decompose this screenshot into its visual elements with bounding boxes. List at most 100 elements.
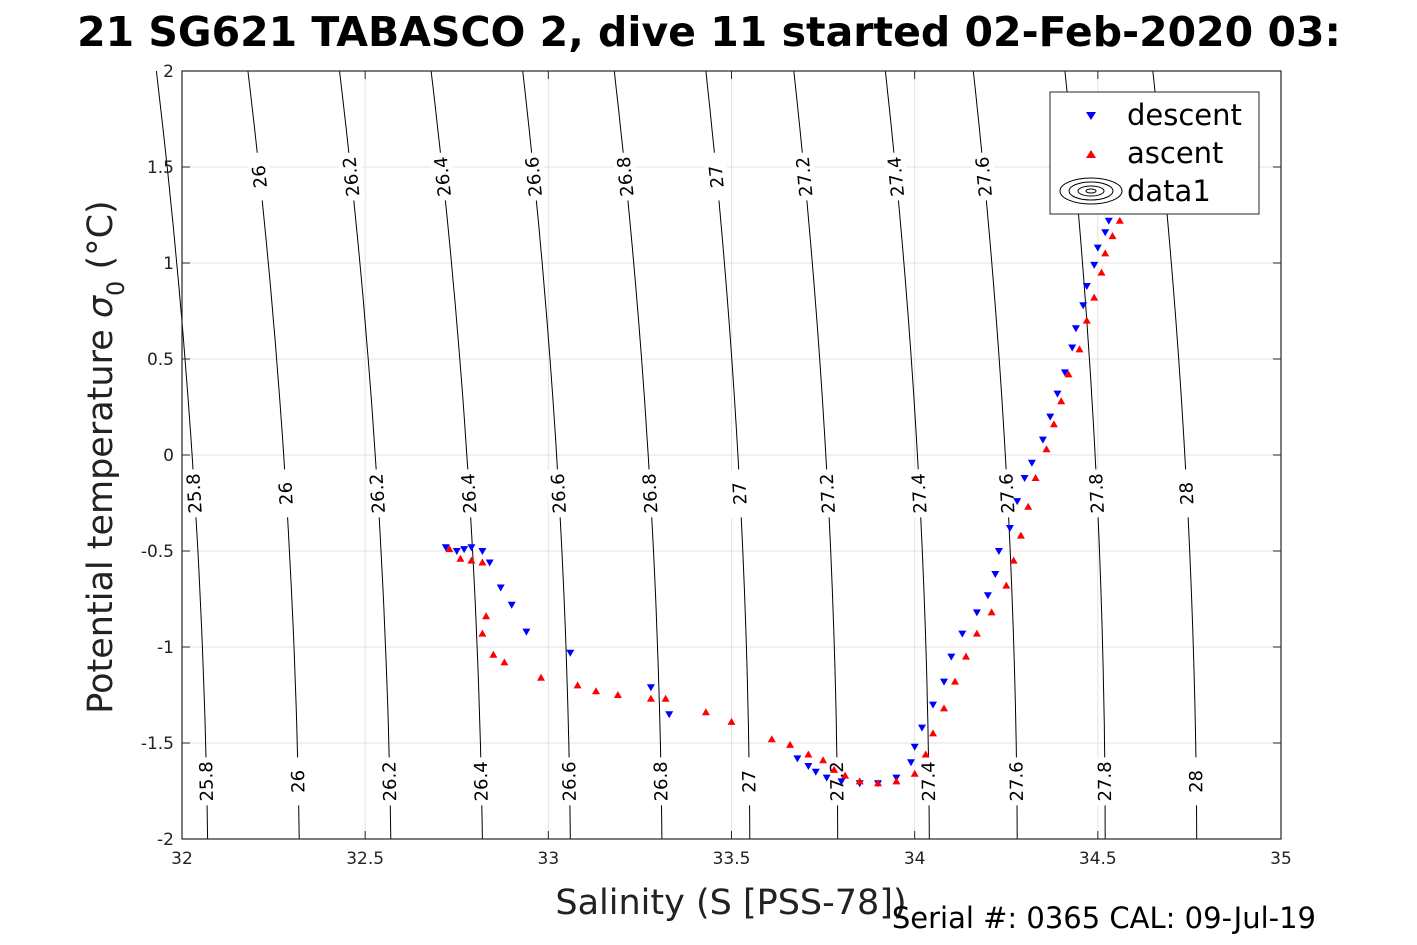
legend-ascent-label: ascent xyxy=(1127,136,1223,170)
isopycnal-label: 26.2 xyxy=(339,156,364,198)
isopycnal-label: 27.2 xyxy=(817,473,840,514)
ascent-point xyxy=(940,704,948,712)
descent-point xyxy=(1053,390,1062,398)
descent-point xyxy=(958,630,967,638)
isopycnal-label: 27.6 xyxy=(1006,761,1028,801)
ascent-point xyxy=(1108,232,1117,240)
ascent-point xyxy=(910,769,919,777)
isopycnal-label: 27 xyxy=(729,481,751,505)
ascent-point xyxy=(951,677,959,685)
descent-point xyxy=(1038,436,1047,444)
ascent-point xyxy=(478,629,487,637)
descent-point xyxy=(507,601,516,609)
isopycnal-label: 27.2 xyxy=(827,761,849,801)
descent-point xyxy=(940,678,948,686)
ascent-point xyxy=(613,691,622,698)
descent-point xyxy=(1101,229,1110,237)
x-tick-label: 33 xyxy=(538,849,560,869)
descent-point xyxy=(1082,283,1091,290)
descent-point xyxy=(983,592,992,600)
isopycnal-label-bg xyxy=(520,151,548,202)
isopycnal-label-bg xyxy=(286,757,310,806)
ascent-point xyxy=(1082,316,1091,324)
legend-ascent-marker xyxy=(1086,150,1096,158)
isopycnal-label: 26.4 xyxy=(471,761,493,802)
isopycnal-label: 25.8 xyxy=(196,761,218,802)
ascent-point xyxy=(573,681,582,689)
isopycnal-label: 27 xyxy=(706,164,729,189)
x-axis-label: Salinity (S [PSS-78]) xyxy=(555,883,906,923)
isopycnal-label-bg xyxy=(469,757,493,806)
y-axis-label-unit: (°C) xyxy=(81,200,121,280)
isopycnal-label-bg xyxy=(703,151,730,202)
data-points xyxy=(441,205,1132,788)
grid xyxy=(182,71,1281,839)
ascent-point xyxy=(727,717,736,725)
isopycnal-label: 26.8 xyxy=(614,156,639,198)
isopycnal-label: 26.6 xyxy=(522,156,547,198)
isopycnal-label: 27.6 xyxy=(972,156,997,198)
descent-point xyxy=(1079,302,1088,310)
y-tick-label: 0 xyxy=(163,446,174,466)
isopycnal-label: 27.8 xyxy=(1086,473,1109,514)
ascent-point xyxy=(830,765,839,773)
isopycnal-label-bg xyxy=(429,151,457,202)
isopycnal-label-bg xyxy=(195,757,219,806)
ascent-point xyxy=(972,629,981,637)
descent-point xyxy=(1104,217,1113,225)
legend-descent-label: descent xyxy=(1127,98,1242,132)
descent-point xyxy=(910,743,919,751)
descent-point xyxy=(1005,525,1014,532)
descent-point xyxy=(804,763,813,770)
isopycnal-line xyxy=(155,70,209,840)
ascent-point xyxy=(1049,420,1058,428)
y-tick-label: 2 xyxy=(163,62,174,82)
isopycnal-label: 26.6 xyxy=(559,761,581,801)
isopycnal-label-bg xyxy=(737,757,761,806)
ascent-point xyxy=(804,750,813,758)
ascent-point xyxy=(1115,216,1124,224)
isopycnal-label-bg xyxy=(182,468,207,519)
ascent-point xyxy=(1016,531,1025,539)
isopycnal-label: 26.4 xyxy=(458,473,481,514)
ascent-point xyxy=(1090,293,1099,301)
isopycnal-label: 26.2 xyxy=(366,473,389,514)
descent-point xyxy=(907,759,915,767)
isopycnal-label-bg xyxy=(649,757,673,806)
isopycnal-label-bg xyxy=(815,468,841,518)
y-tick-label: -1.5 xyxy=(141,734,174,754)
ascent-point xyxy=(500,658,509,666)
descent-point xyxy=(665,711,674,719)
isopycnal-label: 27 xyxy=(739,770,760,793)
descent-point xyxy=(991,571,1000,578)
y-tick-label: -1 xyxy=(157,638,174,658)
descent-point xyxy=(1013,498,1022,506)
descent-point xyxy=(822,774,831,782)
descent-point xyxy=(1090,261,1099,269)
ascent-point xyxy=(1064,370,1073,378)
isopycnal-label: 26 xyxy=(249,164,272,189)
isopycnal-label-bg xyxy=(612,151,639,202)
descent-point xyxy=(793,755,802,763)
ascent-point xyxy=(929,729,937,737)
y-axis-ticks: -2 -1.5 -1 -0.5 0 0.5 1 1.5 2 xyxy=(141,62,1281,850)
descent-point xyxy=(994,548,1003,555)
ascent-point xyxy=(1075,345,1084,353)
x-axis-ticks: 32 32.5 33 33.5 34 34.5 35 xyxy=(171,71,1292,869)
descent-point xyxy=(452,548,461,555)
legend-box xyxy=(1049,91,1260,215)
ascent-point xyxy=(892,777,901,785)
isopycnal-label-bg xyxy=(825,757,849,806)
isopycnal-label: 28 xyxy=(1186,770,1207,793)
descent-point xyxy=(1068,344,1077,352)
descent-point xyxy=(646,684,655,692)
descent-point xyxy=(929,701,937,709)
isopycnal-label: 26.2 xyxy=(379,761,401,802)
y-tick-label: -0.5 xyxy=(141,542,174,562)
descent-point xyxy=(947,653,956,661)
descent-point xyxy=(1027,459,1036,467)
ascent-point xyxy=(921,750,930,758)
ascent-point xyxy=(786,740,795,748)
y-tick-label: -2 xyxy=(157,830,174,850)
isopycnal-label: 26.4 xyxy=(431,156,456,198)
